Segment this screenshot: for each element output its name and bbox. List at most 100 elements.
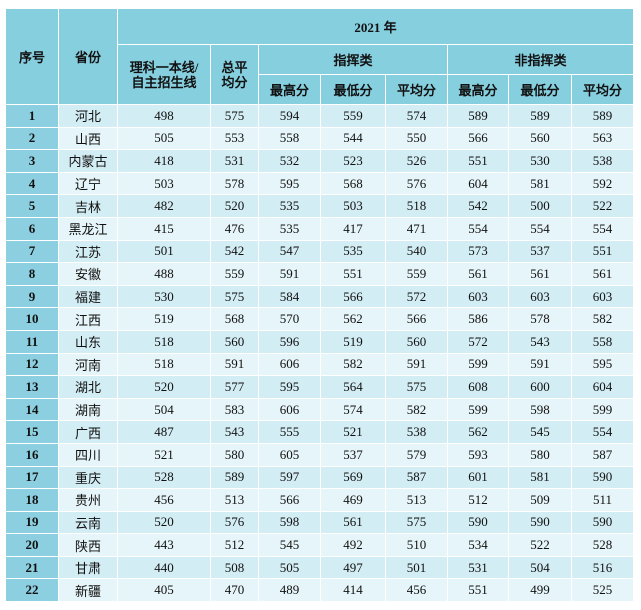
header-cell: 省份 <box>58 8 118 105</box>
table-row: 8 安徽 488 559 591 551 559 561 561 561 <box>5 262 635 286</box>
score-cell: 587 <box>570 442 635 467</box>
score-cell: 603 <box>447 284 509 309</box>
score-cell: 530 <box>117 284 211 309</box>
score-cell: 530 <box>508 149 572 173</box>
score-cell: 501 <box>117 239 211 264</box>
table-row: 11 山东 518 560 596 519 560 572 543 558 <box>5 329 635 354</box>
score-cell: 574 <box>320 397 386 422</box>
score-cell: 537 <box>320 442 386 467</box>
score-cell: 595 <box>258 171 321 196</box>
score-cell: 537 <box>508 239 572 264</box>
province-cell: 黑龙江 <box>58 216 118 241</box>
row-index: 5 <box>5 194 59 218</box>
score-cell: 575 <box>210 284 259 309</box>
score-cell: 500 <box>508 194 572 218</box>
score-cell: 576 <box>210 510 259 535</box>
score-cell: 578 <box>508 307 572 331</box>
score-cell: 476 <box>210 216 259 241</box>
score-cell: 554 <box>508 216 572 241</box>
row-index: 3 <box>5 149 59 173</box>
row-index: 10 <box>5 307 59 331</box>
score-cell: 604 <box>570 375 635 399</box>
score-cell: 604 <box>447 171 509 196</box>
row-index: 9 <box>5 284 59 309</box>
score-cell: 582 <box>385 397 448 422</box>
score-cell: 566 <box>385 307 448 331</box>
score-cell: 532 <box>258 149 321 173</box>
header-cell: 平均分 <box>385 74 448 105</box>
score-cell: 559 <box>320 104 386 128</box>
score-cell: 520 <box>210 194 259 218</box>
score-cell: 508 <box>210 555 259 580</box>
row-index: 11 <box>5 329 59 354</box>
score-cell: 568 <box>320 171 386 196</box>
score-cell: 573 <box>447 239 509 264</box>
row-index: 6 <box>5 216 59 241</box>
score-cell: 456 <box>117 488 211 512</box>
row-index: 15 <box>5 420 59 444</box>
score-cell: 570 <box>258 307 321 331</box>
table-row: 10 江西 519 568 570 562 566 586 578 582 <box>5 307 635 331</box>
score-cell: 544 <box>320 126 386 151</box>
score-cell: 504 <box>117 397 211 422</box>
score-cell: 590 <box>447 510 509 535</box>
score-cell: 471 <box>385 216 448 241</box>
score-cell: 576 <box>385 171 448 196</box>
score-cell: 601 <box>447 465 509 490</box>
score-cell: 583 <box>210 397 259 422</box>
header-cell: 最高分 <box>447 74 509 105</box>
score-cell: 547 <box>258 239 321 264</box>
table-row: 1 河北 498 575 594 559 574 589 589 589 <box>5 104 635 128</box>
score-cell: 526 <box>385 149 448 173</box>
score-cell: 414 <box>320 578 386 603</box>
row-index: 22 <box>5 578 59 603</box>
score-cell: 534 <box>447 533 509 557</box>
score-cell: 608 <box>447 375 509 399</box>
score-cell: 579 <box>385 442 448 467</box>
province-cell: 四川 <box>58 442 118 467</box>
score-cell: 543 <box>508 329 572 354</box>
score-cell: 499 <box>508 578 572 603</box>
score-cell: 415 <box>117 216 211 241</box>
score-cell: 595 <box>258 375 321 399</box>
score-cell: 519 <box>320 329 386 354</box>
province-cell: 辽宁 <box>58 171 118 196</box>
score-cell: 566 <box>258 488 321 512</box>
score-cell: 551 <box>570 239 635 264</box>
score-cell: 598 <box>508 397 572 422</box>
score-cell: 586 <box>447 307 509 331</box>
score-cell: 551 <box>320 262 386 286</box>
province-cell: 甘肃 <box>58 555 118 580</box>
row-index: 7 <box>5 239 59 264</box>
score-cell: 562 <box>447 420 509 444</box>
score-cell: 605 <box>258 442 321 467</box>
score-cell: 488 <box>117 262 211 286</box>
province-cell: 江苏 <box>58 239 118 264</box>
score-cell: 560 <box>210 329 259 354</box>
score-cell: 589 <box>570 104 635 128</box>
table-header: 序号 省份 2021 年 理科一本线/自主招生线 总平均分 指挥类 非指挥类 最… <box>5 8 635 105</box>
score-cell: 543 <box>210 420 259 444</box>
score-cell: 589 <box>210 465 259 490</box>
province-cell: 湖北 <box>58 375 118 399</box>
score-cell: 418 <box>117 149 211 173</box>
score-cell: 535 <box>320 239 386 264</box>
header-row: 最高分 最低分 平均分 最高分 最低分 平均分 <box>6 74 635 105</box>
row-index: 14 <box>5 397 59 422</box>
score-cell: 603 <box>508 284 572 309</box>
table-row: 6 黑龙江 415 476 535 417 471 554 554 554 <box>5 216 635 241</box>
table-row: 17 重庆 528 589 597 569 587 601 581 590 <box>5 465 635 490</box>
province-cell: 河北 <box>58 104 118 128</box>
table-row: 22 新疆 405 470 489 414 456 551 499 525 <box>5 578 635 603</box>
row-index: 18 <box>5 488 59 512</box>
score-cell: 580 <box>508 442 572 467</box>
row-index: 12 <box>5 352 59 377</box>
score-cell: 561 <box>447 262 509 286</box>
score-cell: 564 <box>320 375 386 399</box>
score-cell: 600 <box>508 375 572 399</box>
score-cell: 535 <box>258 194 321 218</box>
score-cell: 590 <box>508 510 572 535</box>
score-cell: 512 <box>210 533 259 557</box>
score-cell: 563 <box>570 126 635 151</box>
